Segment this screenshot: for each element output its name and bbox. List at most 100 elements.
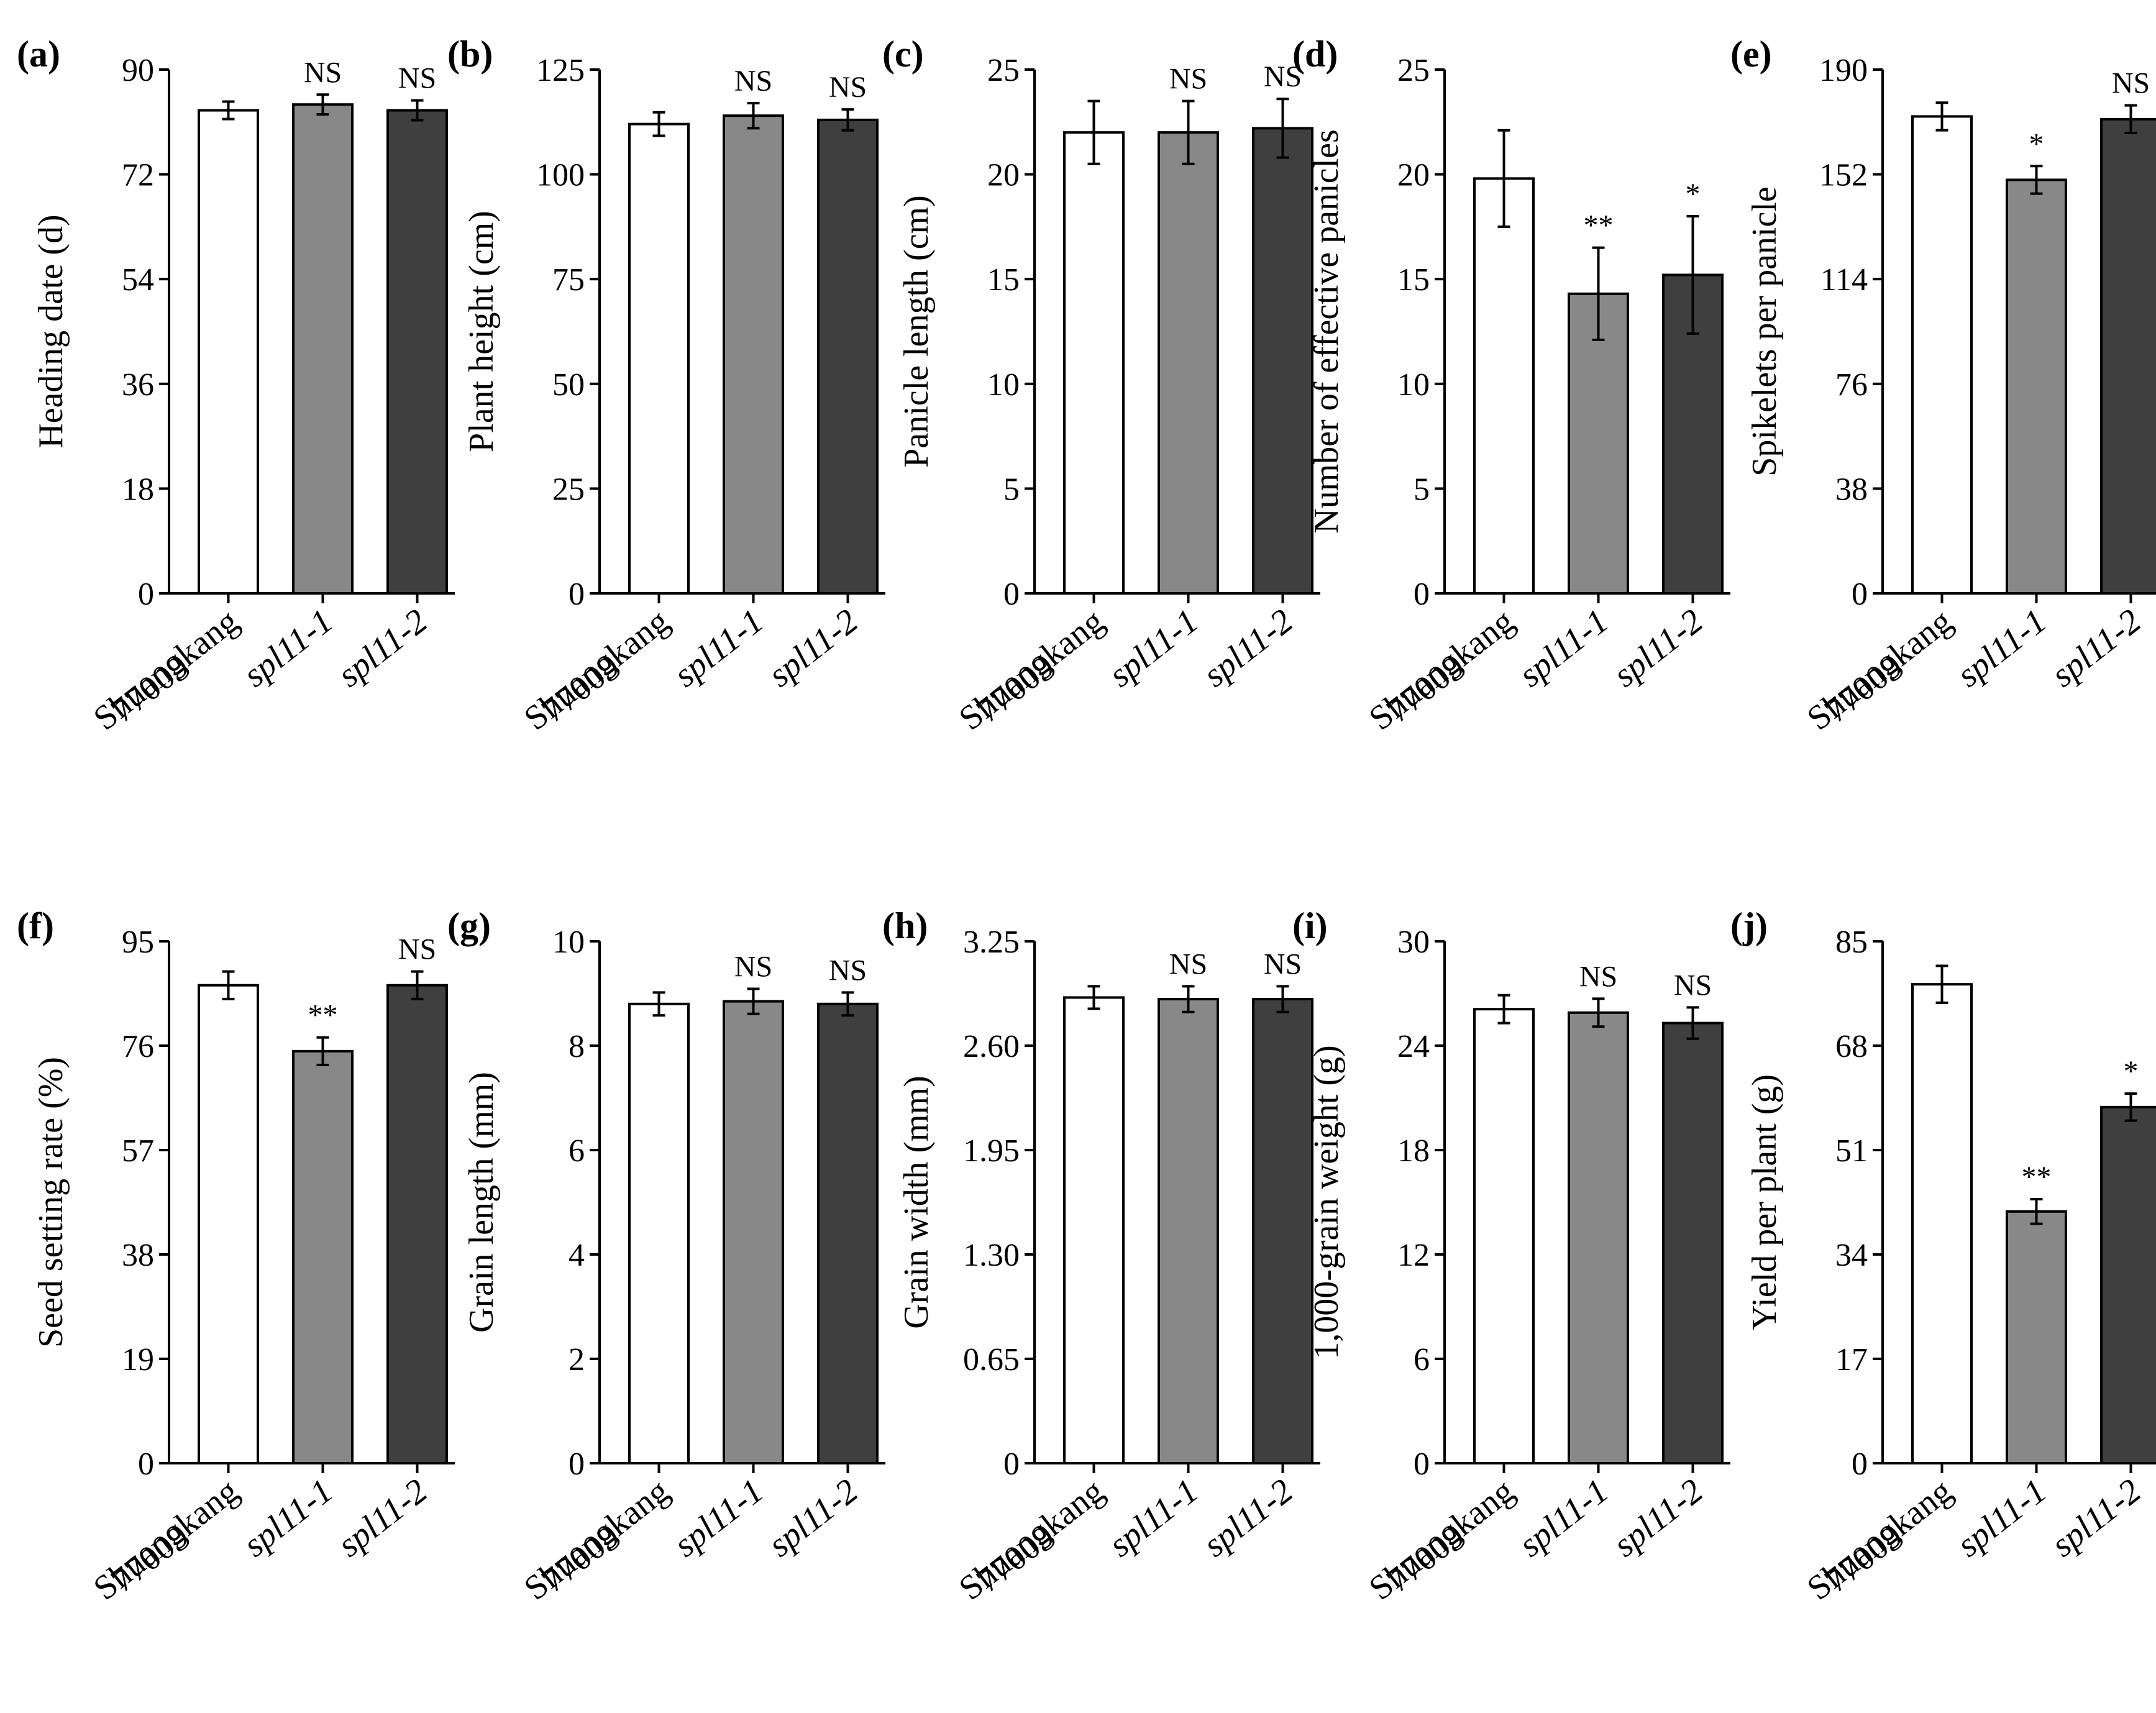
significance-label: NS bbox=[1674, 969, 1712, 1002]
y-tick-label: 0 bbox=[569, 1446, 585, 1482]
y-tick-label: 0 bbox=[1414, 577, 1430, 612]
y-tick-label: 25 bbox=[552, 472, 585, 507]
category-label: spl11-2 bbox=[761, 601, 865, 695]
y-tick-label: 114 bbox=[1820, 262, 1868, 298]
y-tick-label: 8 bbox=[569, 1029, 585, 1064]
bar-0 bbox=[1911, 115, 1973, 595]
significance-label: NS bbox=[829, 954, 867, 987]
y-tick-label: 0 bbox=[1852, 1446, 1868, 1482]
significance-label: * bbox=[2029, 127, 2044, 160]
y-tick-label: 15 bbox=[987, 262, 1020, 298]
y-tick-label: 15 bbox=[1397, 262, 1430, 298]
category-label: spl11-2 bbox=[1606, 601, 1710, 695]
y-tick-label: 10 bbox=[1397, 367, 1430, 403]
bar-0 bbox=[628, 1002, 690, 1465]
y-tick-label: 25 bbox=[1397, 53, 1430, 88]
significance-label: NS bbox=[1264, 948, 1302, 980]
bar-0 bbox=[1911, 983, 1973, 1465]
panel-i: (i)1,000-grain weight (g)0612182430Shuan… bbox=[1292, 905, 1730, 1608]
category-label: spl11-2 bbox=[1196, 1471, 1300, 1565]
panel-label: (g) bbox=[447, 905, 491, 946]
category-label: spl11-1 bbox=[236, 601, 340, 695]
y-tick-label: 68 bbox=[1835, 1029, 1868, 1064]
bar-0 bbox=[1063, 131, 1125, 595]
category-label: spl11-1 bbox=[667, 601, 770, 695]
category-label: spl11-2 bbox=[761, 1471, 865, 1565]
bar-1 bbox=[2006, 178, 2067, 595]
bar-2 bbox=[386, 984, 448, 1464]
panel-label: (a) bbox=[17, 34, 60, 75]
bar-1 bbox=[1568, 1011, 1629, 1465]
bar-0 bbox=[1063, 996, 1125, 1464]
y-axis-title: Panicle length (cm) bbox=[897, 195, 936, 468]
bar-2 bbox=[2100, 1105, 2156, 1464]
bar-2 bbox=[817, 118, 879, 595]
bar-2 bbox=[2100, 117, 2156, 595]
panel-label: (f) bbox=[17, 905, 54, 946]
y-tick-label: 5 bbox=[1003, 472, 1020, 507]
y-tick-label: 85 bbox=[1835, 925, 1868, 960]
y-axis-title: 1,000-grain weight (g) bbox=[1307, 1045, 1346, 1359]
category-label: spl11-1 bbox=[1102, 601, 1205, 695]
significance-label: NS bbox=[1169, 63, 1207, 96]
y-tick-label: 190 bbox=[1819, 53, 1868, 88]
category-label: spl11-1 bbox=[1950, 601, 2053, 695]
bar-1 bbox=[2006, 1210, 2067, 1464]
category-label: spl11-2 bbox=[2044, 601, 2148, 695]
y-tick-label: 51 bbox=[1835, 1133, 1868, 1169]
y-tick-label: 0 bbox=[1414, 1446, 1430, 1482]
bar-0 bbox=[198, 984, 259, 1464]
y-tick-label: 10 bbox=[987, 367, 1020, 403]
significance-label: NS bbox=[1169, 948, 1207, 980]
y-tick-label: 0 bbox=[569, 577, 585, 612]
y-tick-label: 10 bbox=[552, 925, 585, 960]
y-axis-title: Seed setting rate (%) bbox=[32, 1057, 70, 1348]
significance-label: ** bbox=[1584, 209, 1614, 242]
y-tick-label: 72 bbox=[122, 158, 154, 193]
bar-0 bbox=[1473, 177, 1535, 595]
panel-j: (j)Yield per plant (g)01734516885Shuangk… bbox=[1730, 905, 2156, 1608]
y-tick-label: 36 bbox=[122, 367, 154, 403]
y-tick-label: 95 bbox=[122, 925, 154, 960]
y-tick-label: 24 bbox=[1397, 1029, 1430, 1064]
panel-f: (f)Seed setting rate (%)01938577695Shuan… bbox=[17, 905, 455, 1608]
bar-2 bbox=[1252, 998, 1313, 1464]
y-tick-label: 38 bbox=[122, 1238, 154, 1273]
category-label: spl11-2 bbox=[331, 601, 434, 695]
y-tick-label: 18 bbox=[122, 472, 154, 507]
category-label: spl11-1 bbox=[667, 1471, 770, 1565]
category-label: spl11-2 bbox=[331, 1471, 434, 1565]
y-tick-label: 125 bbox=[536, 53, 585, 88]
category-label: spl11-2 bbox=[1606, 1471, 1710, 1565]
bar-1 bbox=[1158, 131, 1219, 595]
significance-label: NS bbox=[304, 56, 342, 89]
y-axis-title: Heading date (d) bbox=[32, 214, 70, 448]
panel-label: (h) bbox=[882, 905, 928, 946]
significance-label: NS bbox=[734, 65, 772, 98]
category-label: spl11-1 bbox=[1102, 1471, 1205, 1565]
y-tick-label: 25 bbox=[987, 53, 1020, 88]
y-tick-label: 54 bbox=[122, 262, 154, 298]
panel-label: (e) bbox=[1730, 34, 1772, 75]
bar-2 bbox=[386, 109, 448, 595]
category-label: spl11-1 bbox=[1512, 1471, 1615, 1565]
bar-1 bbox=[292, 1049, 354, 1465]
panel-label: (j) bbox=[1730, 905, 1768, 946]
y-tick-label: 1.30 bbox=[963, 1238, 1020, 1273]
significance-label: NS bbox=[1264, 60, 1302, 93]
significance-label: NS bbox=[734, 950, 772, 983]
y-tick-label: 19 bbox=[122, 1342, 154, 1377]
y-tick-label: 0 bbox=[1003, 1446, 1020, 1482]
y-axis-title: Number of effective panicles bbox=[1307, 129, 1346, 533]
significance-label: NS bbox=[398, 933, 436, 966]
panel-e: (e)Spikelets per panicle03876114152190Sh… bbox=[1730, 34, 2156, 738]
y-tick-label: 17 bbox=[1835, 1342, 1868, 1377]
y-tick-label: 38 bbox=[1835, 472, 1868, 507]
y-tick-label: 2.60 bbox=[963, 1029, 1020, 1064]
y-tick-label: 75 bbox=[552, 262, 585, 298]
y-tick-label: 100 bbox=[536, 158, 585, 193]
y-tick-label: 6 bbox=[1414, 1342, 1430, 1377]
panel-g: (g)Grain length (mm)0246810Shuangkang770… bbox=[447, 905, 885, 1608]
significance-label: NS bbox=[1579, 960, 1617, 993]
